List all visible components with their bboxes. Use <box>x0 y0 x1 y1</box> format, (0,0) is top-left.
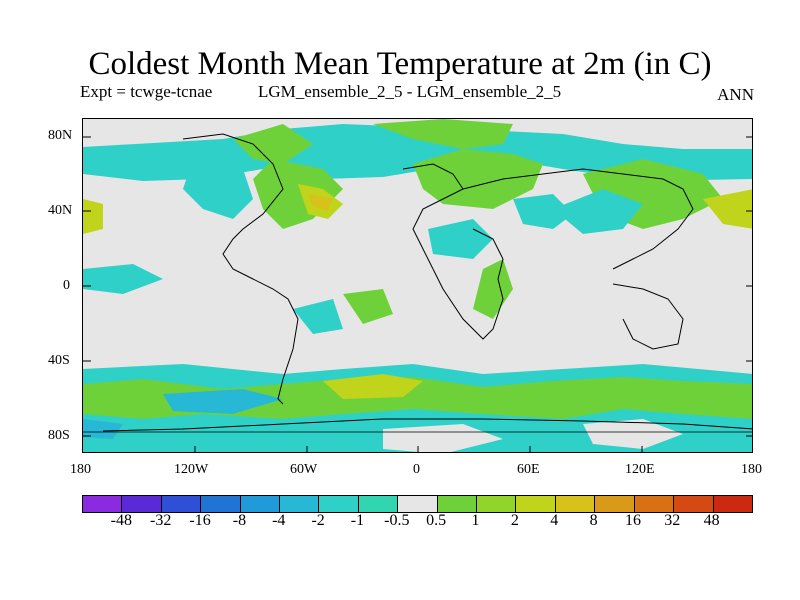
y-tick-label: 40S <box>48 353 70 368</box>
colorbar-level-label: 1 <box>471 512 480 529</box>
colorbar-level-label: -2 <box>311 512 325 529</box>
colorbar-level-label: 32 <box>664 512 681 529</box>
colorbar-swatch <box>201 496 241 512</box>
colorbar-swatch <box>555 496 596 512</box>
experiment-label: Expt = tcwge-tcnae <box>80 82 213 101</box>
colorbar-level-label: 2 <box>510 512 519 529</box>
y-tick-label: 80N <box>48 128 73 143</box>
x-tick-label: 60E <box>517 462 540 477</box>
tick-marks <box>83 136 752 452</box>
x-tick-label: 60W <box>290 462 318 477</box>
colorbar-swatch <box>122 496 162 512</box>
contour-fills <box>83 119 752 452</box>
x-tick-label: 120W <box>174 462 209 477</box>
colorbar-swatch <box>595 496 635 512</box>
colorbar-level-label: -48 <box>110 512 133 529</box>
colorbar-level-label: 4 <box>550 512 559 529</box>
colorbar-swatch <box>358 496 399 512</box>
colorbar-swatch <box>161 496 202 512</box>
x-tick-label: 0 <box>413 462 420 477</box>
colorbar-swatch <box>516 496 556 512</box>
colorbar-level-label: 16 <box>624 512 641 529</box>
colorbar-swatch <box>713 496 752 512</box>
colorbar-level-label: -8 <box>232 512 247 529</box>
colorbar-level-label: -32 <box>150 512 172 529</box>
coastlines <box>83 133 752 433</box>
y-tick-label: 80S <box>48 428 70 443</box>
colorbar-swatch <box>674 496 714 512</box>
colorbar <box>82 495 753 513</box>
colorbar-swatch <box>477 496 517 512</box>
colorbar-level-label: -1 <box>350 512 365 529</box>
chart-title: Coldest Month Mean Temperature at 2m (in… <box>88 46 712 82</box>
colorbar-swatch <box>437 496 478 512</box>
period-label: ANN <box>717 85 754 104</box>
map-panel <box>82 118 753 453</box>
colorbar-level-label: -0.5 <box>384 512 410 529</box>
x-tick-label: 120E <box>625 462 655 477</box>
colorbar-swatch <box>280 496 320 512</box>
colorbar-level-label: 48 <box>703 512 720 529</box>
colorbar-swatch <box>319 496 359 512</box>
ensemble-label: LGM_ensemble_2_5 - LGM_ensemble_2_5 <box>258 82 562 101</box>
colorbar-level-label: -4 <box>272 512 286 529</box>
colorbar-level-label: -16 <box>189 512 211 529</box>
colorbar-level-label: 8 <box>589 512 598 529</box>
x-tick-label: 180 <box>741 462 762 477</box>
colorbar-level-label: 0.5 <box>426 512 447 529</box>
colorbar-swatch <box>398 496 438 512</box>
map-svg <box>83 119 752 452</box>
colorbar-swatch <box>634 496 675 512</box>
x-tick-label: 180 <box>70 462 91 477</box>
y-tick-label: 0 <box>63 278 70 293</box>
colorbar-swatch <box>240 496 281 512</box>
colorbar-swatch <box>83 496 123 512</box>
y-tick-label: 40N <box>48 203 73 218</box>
